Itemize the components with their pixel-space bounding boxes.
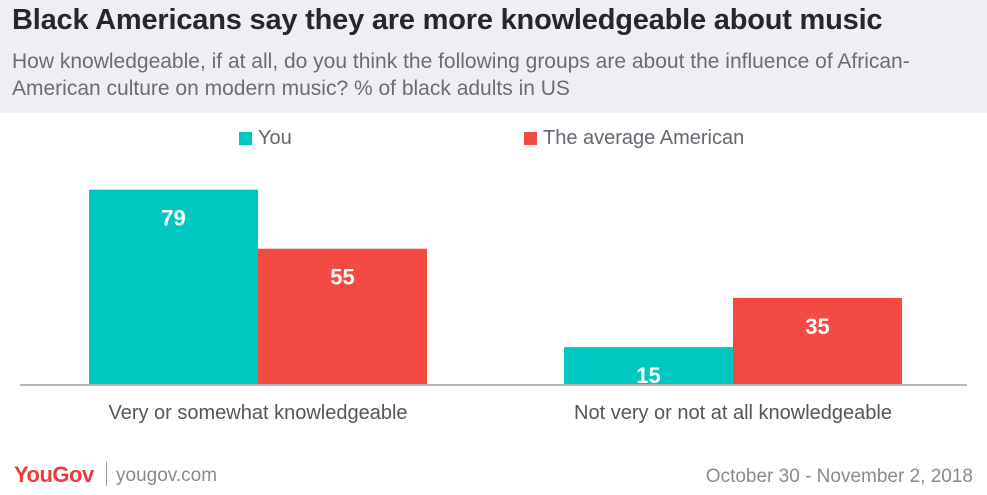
- data-label-average-american-0: 55: [330, 265, 354, 290]
- legend: You The average American: [0, 127, 987, 151]
- header: Black Americans say they are more knowle…: [0, 0, 987, 113]
- legend-label-you: You: [258, 127, 292, 149]
- footer-separator: [106, 462, 107, 486]
- yougov-logo: YouGov: [14, 462, 94, 487]
- bar-you-1: [564, 347, 733, 384]
- legend-swatch-average-american: [524, 132, 537, 145]
- chart-subtitle: How knowledgeable, if at all, do you thi…: [12, 50, 910, 100]
- bar-average-american-0: [258, 248, 427, 384]
- footer-date: October 30 - November 2, 2018: [705, 466, 973, 487]
- bar-you-0: [89, 189, 258, 384]
- data-label-you-1: 15: [636, 363, 660, 388]
- bar-average-american-1: [733, 297, 902, 384]
- data-label-you-0: 79: [161, 206, 185, 231]
- category-label-0: Very or somewhat knowledgeable: [108, 402, 407, 424]
- data-label-average-american-1: 35: [805, 314, 829, 339]
- legend-swatch-you: [239, 132, 252, 145]
- footer-site: yougov.com: [116, 465, 218, 486]
- chart-title: Black Americans say they are more knowle…: [12, 4, 883, 36]
- bar-chart: 79 55 Very or somewhat knowledgeable 15 35 No…: [20, 189, 967, 424]
- legend-item-you: You: [239, 127, 292, 150]
- legend-item-average-american: The average American: [524, 127, 744, 150]
- category-label-1: Not very or not at all knowledgeable: [574, 402, 892, 424]
- legend-label-average-american: The average American: [543, 127, 745, 149]
